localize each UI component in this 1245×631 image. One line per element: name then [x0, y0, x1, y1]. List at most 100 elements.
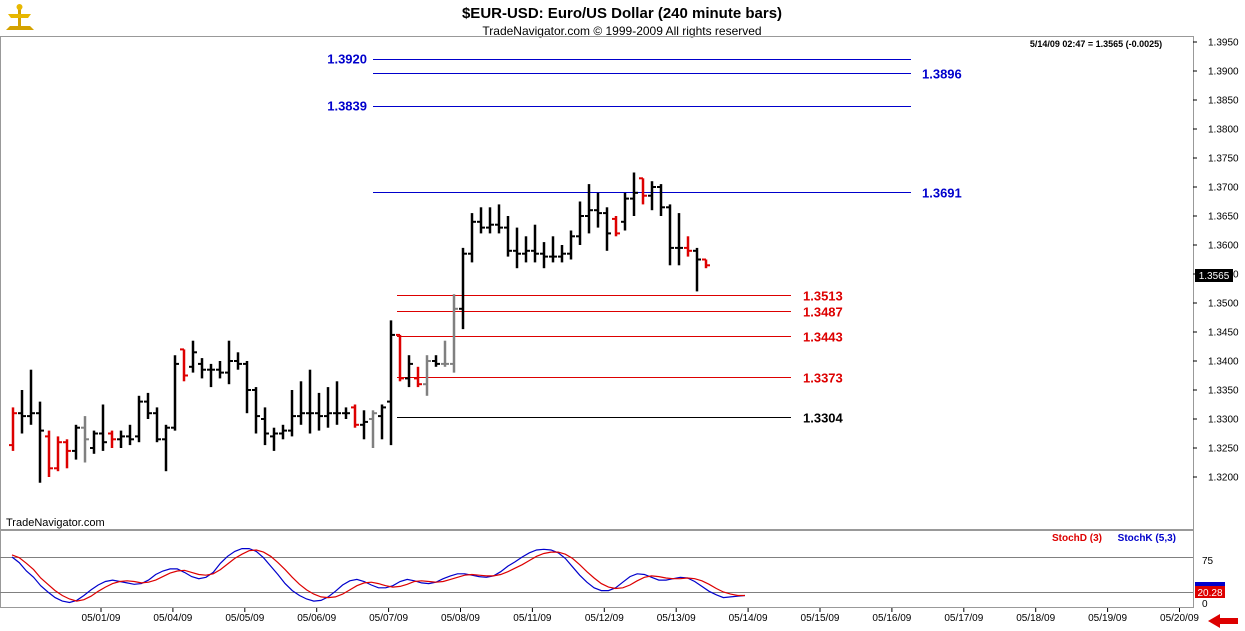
price-bar	[54, 436, 62, 472]
price-bar	[585, 184, 593, 234]
price-bar	[198, 358, 206, 379]
x-tick-label: 05/12/09	[585, 613, 624, 624]
chart-title: $EUR-USD: Euro/US Dollar (240 minute bar…	[462, 5, 782, 22]
level-label: 1.3373	[803, 371, 843, 386]
y-tick-label: 1.3400	[1208, 357, 1239, 368]
stochk-series-line	[11, 547, 746, 604]
price-bar	[225, 340, 233, 385]
price-bar	[288, 390, 296, 437]
y-tick-label: 1.3950	[1208, 38, 1239, 49]
stochastic-lines	[11, 547, 746, 604]
stochd-value-tag	[1195, 586, 1225, 598]
price-bar	[405, 355, 413, 388]
x-tick-label: 05/20/09	[1160, 613, 1199, 624]
y-tick-label: 1.3350	[1208, 386, 1239, 397]
price-bar	[180, 348, 188, 382]
price-bar	[63, 439, 71, 469]
x-tick-label: 05/05/09	[225, 613, 264, 624]
x-tick-label: 05/14/09	[729, 613, 768, 624]
price-bar	[621, 192, 629, 231]
price-bar	[315, 392, 323, 431]
price-bar	[342, 407, 350, 419]
x-tick-label: 05/08/09	[441, 613, 480, 624]
level-label: 1.3691	[922, 186, 962, 201]
price-bar	[378, 404, 386, 440]
price-bar	[9, 407, 17, 451]
price-bar	[351, 404, 359, 428]
price-bar	[117, 430, 125, 448]
y-tick-label: 1.3900	[1208, 67, 1239, 78]
x-tick-label: 05/19/09	[1088, 613, 1127, 624]
price-bar	[432, 355, 440, 367]
price-bar	[297, 381, 305, 425]
price-bar	[486, 207, 494, 234]
price-bar	[576, 201, 584, 245]
price-bar	[612, 216, 620, 237]
price-bar	[189, 340, 197, 373]
y-tick-label: 1.3850	[1208, 96, 1239, 107]
y-tick-label: 1.3800	[1208, 125, 1239, 136]
price-bar	[441, 340, 449, 367]
price-bar	[540, 242, 548, 269]
price-bar	[459, 247, 467, 330]
price-bar	[684, 236, 692, 257]
y-tick-label: 1.3450	[1208, 328, 1239, 339]
price-bar	[603, 207, 611, 251]
price-bar	[99, 404, 107, 451]
quote-readout: 5/14/09 02:47 = 1.3565 (-0.0025)	[1030, 39, 1162, 49]
price-bar	[504, 216, 512, 257]
price-bar	[81, 416, 89, 463]
price-bar	[639, 177, 647, 205]
x-tick-label: 05/01/09	[82, 613, 121, 624]
price-bar	[135, 395, 143, 443]
scroll-right-arrow-icon[interactable]	[1205, 613, 1241, 629]
price-bar	[531, 224, 539, 263]
price-bar	[279, 424, 287, 440]
price-bar	[207, 363, 215, 388]
stoch-last-value: 20.28	[1197, 588, 1222, 599]
x-tick-label: 05/07/09	[369, 613, 408, 624]
price-bar	[45, 430, 53, 477]
price-bar	[549, 236, 557, 263]
price-bar	[369, 410, 377, 448]
price-bar	[36, 401, 44, 483]
price-bar	[666, 204, 674, 266]
price-bar	[648, 181, 656, 211]
price-bar	[495, 204, 503, 234]
stochd-legend: StochD (3)	[1052, 533, 1102, 544]
price-bar	[522, 236, 530, 263]
last-price-label: 1.3565	[1199, 271, 1230, 282]
logo-icon	[6, 4, 34, 30]
price-bar	[558, 245, 566, 263]
stochd-series-line	[11, 549, 745, 602]
x-tick-label: 05/15/09	[801, 613, 840, 624]
price-bar	[18, 390, 26, 434]
last-price-tag	[1195, 269, 1233, 282]
level-label: 1.3896	[922, 67, 962, 82]
price-bar	[468, 213, 476, 263]
price-bar	[702, 258, 710, 269]
price-bar	[306, 369, 314, 434]
x-tick-label: 05/17/09	[944, 613, 983, 624]
price-bar	[477, 207, 485, 234]
price-bar	[234, 352, 242, 370]
price-bar	[270, 427, 278, 451]
price-bar	[567, 230, 575, 260]
level-label: 1.3513	[803, 289, 843, 304]
price-bar	[513, 227, 521, 269]
price-bar	[252, 387, 260, 434]
price-bar	[450, 294, 458, 373]
x-tick-label: 05/04/09	[153, 613, 192, 624]
stochk-value-marker	[1195, 582, 1225, 586]
price-bar	[126, 424, 134, 446]
price-bar	[414, 366, 422, 388]
y-tick-label: 1.3500	[1208, 299, 1239, 310]
price-bar	[360, 410, 368, 440]
price-bar	[108, 430, 116, 448]
level-label: 1.3487	[803, 305, 843, 320]
x-tick-label: 05/06/09	[297, 613, 336, 624]
y-tick-label: 1.3600	[1208, 241, 1239, 252]
price-bar	[216, 361, 224, 379]
